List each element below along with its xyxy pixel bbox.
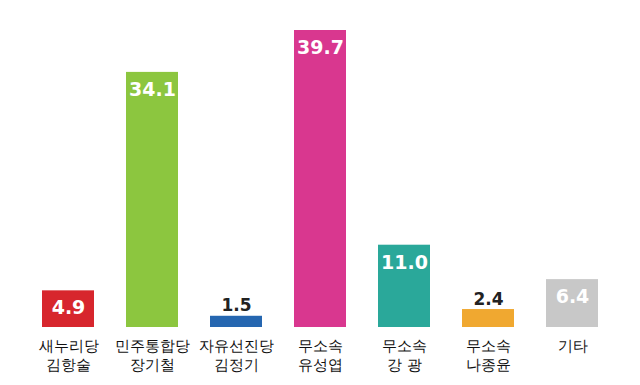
svg-text:무소속나종윤: 무소속나종윤 xyxy=(466,337,511,374)
svg-text:무소속강 광: 무소속강 광 xyxy=(382,337,427,374)
svg-text:4.9: 4.9 xyxy=(52,296,86,318)
svg-text:기타: 기타 xyxy=(558,337,588,355)
svg-text:새누리당김항술: 새누리당김항술 xyxy=(39,337,99,374)
svg-text:11.0: 11.0 xyxy=(381,251,428,273)
svg-text:1.5: 1.5 xyxy=(221,295,251,315)
svg-text:34.1: 34.1 xyxy=(129,78,176,100)
svg-text:민주통합당장기철: 민주통합당장기철 xyxy=(115,337,190,374)
svg-text:6.4: 6.4 xyxy=(556,285,590,307)
svg-text:무소속유성엽: 무소속유성엽 xyxy=(298,337,343,374)
svg-text:자유선진당김정기: 자유선진당김정기 xyxy=(199,337,274,374)
svg-text:2.4: 2.4 xyxy=(473,289,503,309)
svg-text:39.7: 39.7 xyxy=(297,36,344,58)
